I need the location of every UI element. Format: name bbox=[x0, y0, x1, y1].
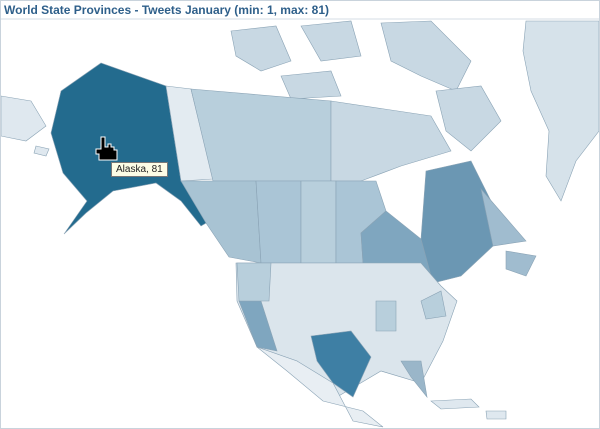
region bbox=[190, 88, 332, 182]
region bbox=[330, 100, 452, 182]
region bbox=[430, 398, 480, 410]
region bbox=[256, 346, 384, 428]
region bbox=[236, 262, 272, 302]
region bbox=[400, 360, 428, 399]
region bbox=[1, 95, 47, 142]
region bbox=[255, 180, 302, 264]
region bbox=[280, 70, 342, 100]
region bbox=[505, 250, 537, 277]
region bbox=[485, 410, 507, 420]
region bbox=[375, 300, 397, 332]
region bbox=[420, 160, 497, 284]
cursor bbox=[95, 136, 118, 161]
region bbox=[33, 145, 50, 157]
region bbox=[230, 25, 292, 72]
region bbox=[300, 180, 337, 264]
region bbox=[180, 180, 262, 264]
region bbox=[300, 20, 362, 62]
region bbox=[235, 262, 458, 398]
region bbox=[380, 20, 472, 92]
region bbox=[435, 85, 502, 152]
region bbox=[480, 187, 527, 247]
region bbox=[310, 330, 372, 398]
title: World State Provinces - Tweets January (… bbox=[4, 3, 329, 17]
region bbox=[522, 20, 599, 202]
region bbox=[420, 290, 447, 320]
tooltip: Alaska, 81 bbox=[111, 162, 168, 177]
